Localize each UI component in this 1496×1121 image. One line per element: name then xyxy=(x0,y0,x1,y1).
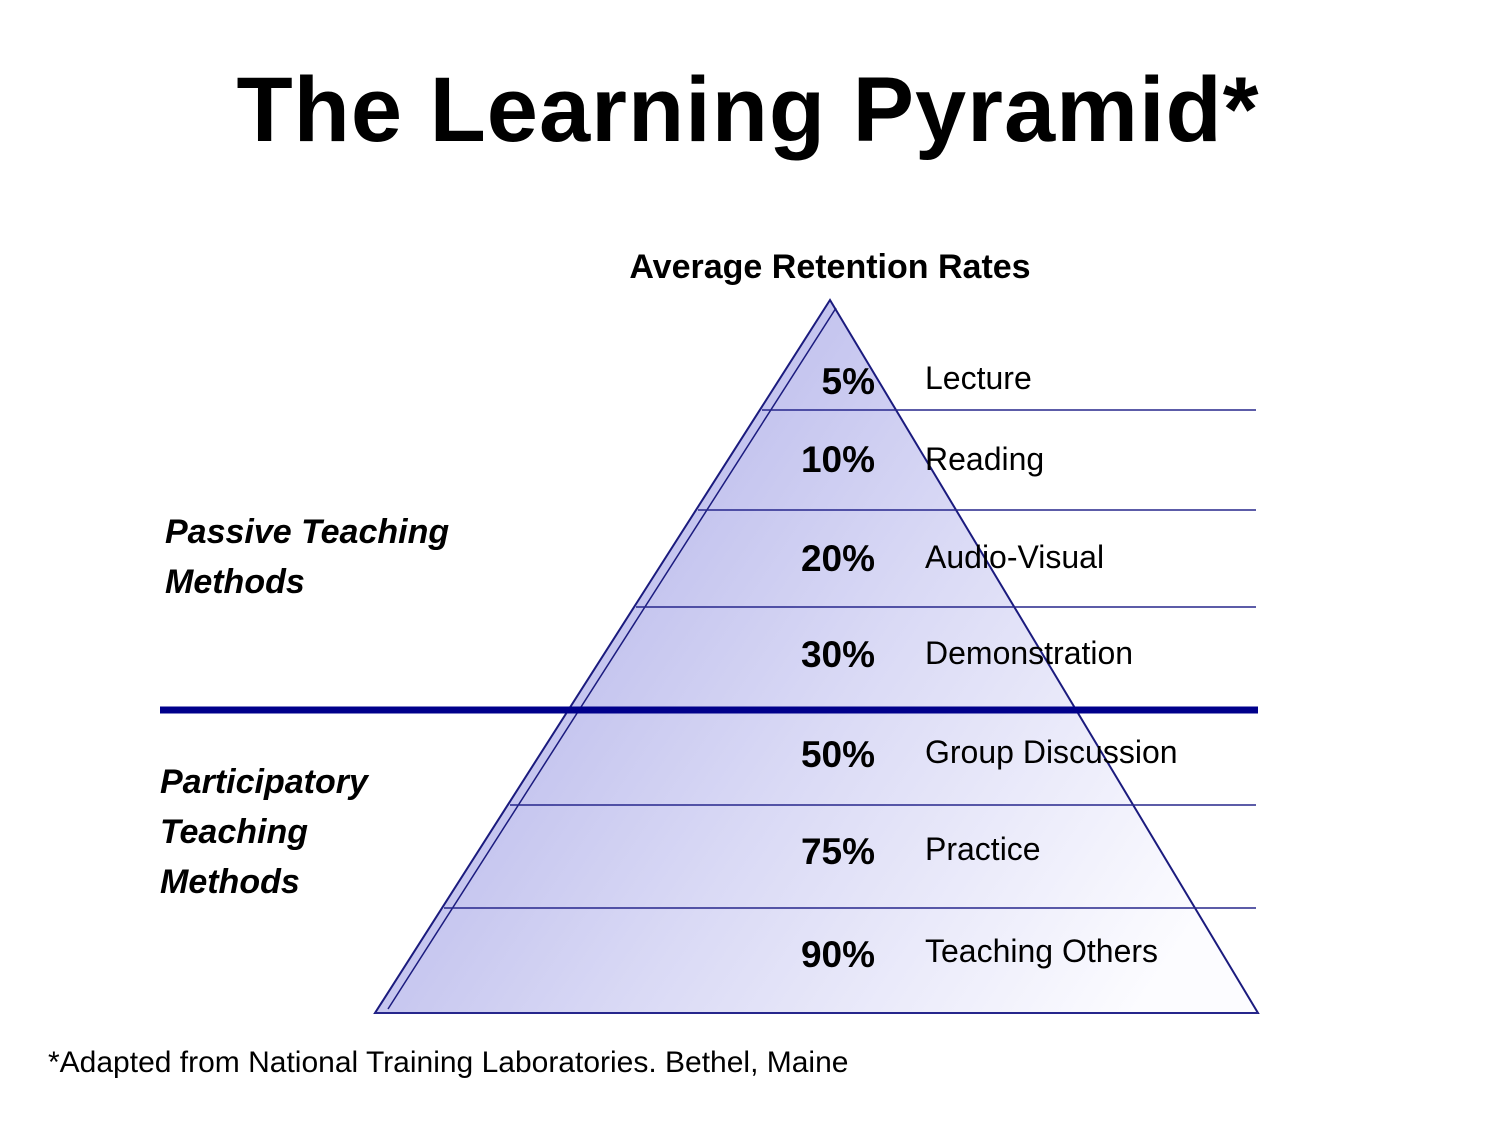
pyramid-left-edge-inner-line xyxy=(387,307,837,1010)
retention-pct-reading: 10% xyxy=(800,439,875,480)
group-label-participatory-teaching-methods: Participatory Teaching Methods xyxy=(160,763,368,901)
method-label-lecture: Lecture xyxy=(925,360,1032,396)
method-label-group-discussion: Group Discussion xyxy=(925,734,1178,770)
retention-pct-lecture: 5% xyxy=(821,361,875,402)
slide-title: The Learning Pyramid* xyxy=(236,59,1260,161)
retention-pct-demonstration: 30% xyxy=(800,634,875,675)
method-label-reading: Reading xyxy=(925,441,1045,477)
method-label-demonstration: Demonstration xyxy=(925,635,1134,671)
footnote-source: *Adapted from National Training Laborato… xyxy=(48,1046,849,1079)
group-label-passive-teaching-methods: Passive Teaching Methods xyxy=(165,513,450,601)
retention-pct-audio-visual: 20% xyxy=(800,538,875,579)
subtitle-average-retention-rates: Average Retention Rates xyxy=(629,248,1031,286)
retention-pct-teaching-others: 90% xyxy=(800,934,875,975)
method-label-teaching-others: Teaching Others xyxy=(925,933,1159,969)
retention-pct-practice: 75% xyxy=(800,831,875,872)
method-label-practice: Practice xyxy=(925,831,1041,867)
method-label-audio-visual: Audio-Visual xyxy=(925,539,1105,575)
retention-pct-group-discussion: 50% xyxy=(800,734,875,775)
